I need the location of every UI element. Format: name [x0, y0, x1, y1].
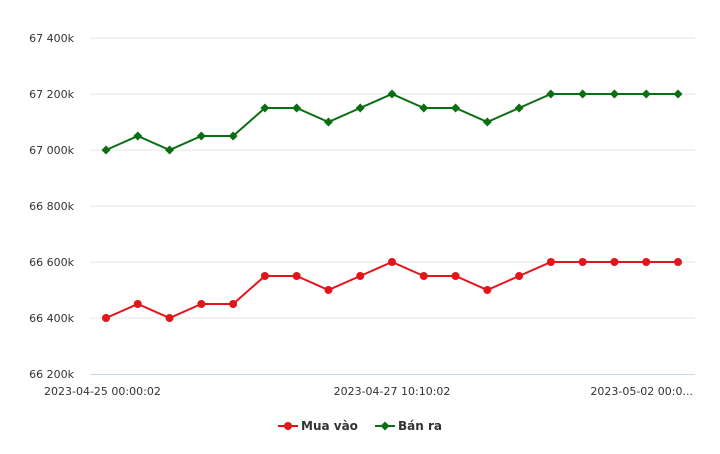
legend-label: Mua vào	[301, 419, 358, 433]
data-point	[674, 258, 682, 266]
data-point	[515, 272, 524, 280]
data-point	[578, 258, 587, 266]
data-point	[546, 258, 555, 266]
data-point	[388, 258, 396, 266]
data-point	[196, 131, 206, 141]
data-point	[641, 89, 651, 99]
grid-lines	[90, 37, 695, 319]
y-tick-label: 67 000k	[29, 144, 74, 157]
legend-label: Bán ra	[398, 419, 442, 433]
series-layer	[101, 89, 683, 322]
y-tick-label: 67 200k	[29, 88, 74, 101]
data-point	[165, 145, 175, 155]
data-point	[323, 117, 333, 127]
data-point	[229, 300, 238, 308]
data-point	[419, 103, 429, 113]
legend-item-mua-vao[interactable]: Mua vào	[278, 419, 358, 433]
legend-marker	[284, 422, 292, 430]
series-ban-ra	[101, 89, 683, 155]
data-point	[387, 89, 397, 99]
data-point	[514, 103, 524, 113]
data-point	[355, 103, 365, 113]
data-point	[546, 89, 556, 99]
data-point	[197, 300, 206, 308]
y-tick-label: 66 600k	[29, 256, 74, 269]
x-tick-label: 2023-05-02 00:0...	[590, 385, 693, 398]
y-tick-label: 66 800k	[29, 200, 74, 213]
data-point	[260, 103, 270, 113]
legend-marker	[380, 421, 390, 431]
data-point	[292, 272, 301, 280]
data-point	[451, 272, 460, 280]
series-line	[105, 260, 678, 320]
series-line	[105, 92, 678, 152]
x-tick-label: 2023-04-27 10:10:02	[334, 385, 451, 398]
data-point	[673, 89, 683, 99]
legend: Mua vào Bán ra	[278, 419, 442, 433]
data-point	[483, 286, 492, 294]
data-point	[610, 258, 619, 266]
data-point	[102, 314, 110, 322]
y-tick-label: 66 400k	[29, 312, 74, 325]
x-axis-tick-labels: 2023-04-25 00:00:02 2023-04-27 10:10:02 20…	[44, 385, 693, 398]
data-point	[133, 300, 142, 308]
data-point	[451, 103, 461, 113]
data-point	[578, 89, 588, 99]
data-point	[133, 131, 143, 141]
data-point	[260, 272, 269, 280]
data-point	[324, 286, 333, 294]
data-point	[609, 89, 619, 99]
series-mua-vao	[102, 258, 682, 322]
legend-item-ban-ra[interactable]: Bán ra	[375, 419, 442, 433]
data-point	[642, 258, 651, 266]
data-point	[482, 117, 492, 127]
data-point	[165, 314, 174, 322]
data-point	[292, 103, 302, 113]
data-point	[356, 272, 365, 280]
data-point	[101, 145, 111, 155]
data-point	[228, 131, 238, 141]
y-tick-label: 67 400k	[29, 32, 74, 45]
x-tick-label: 2023-04-25 00:00:02	[44, 385, 161, 398]
y-axis-tick-labels: 66 200k 66 400k 66 600k 66 800k 67 000k 67 20…	[29, 32, 74, 381]
y-tick-label: 66 200k	[29, 368, 74, 381]
data-point	[419, 272, 428, 280]
